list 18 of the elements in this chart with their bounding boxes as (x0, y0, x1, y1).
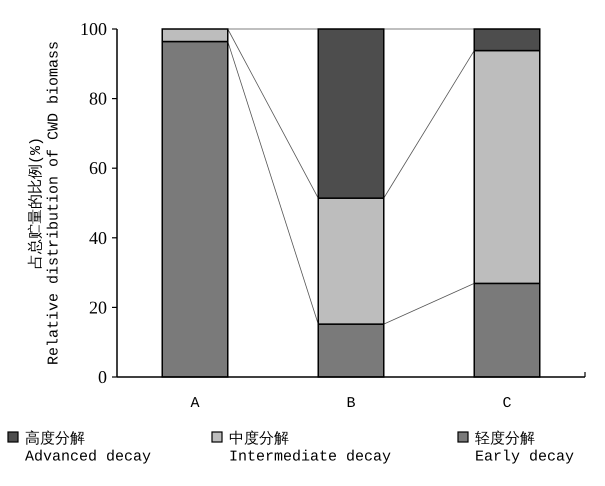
y-tick-label: 40 (89, 228, 107, 248)
bar (317, 197, 385, 325)
y-tick-label: 0 (98, 367, 107, 387)
y-tick-label: 100 (80, 19, 107, 39)
bar (473, 28, 541, 52)
y-tick-label: 20 (89, 297, 107, 318)
y-axis-title: 占总贮量的比例(%) Relative distribution of CWD biomass (27, 40, 62, 366)
y-tick-label: 80 (89, 88, 107, 109)
x-tick-label: C (502, 395, 512, 412)
x-tick-label: A (190, 395, 200, 412)
x-tick-label: B (346, 395, 356, 412)
bar (161, 28, 229, 42)
bar (473, 50, 541, 284)
bar (317, 28, 385, 199)
legend-label: 中度分解 Intermediate decay (229, 430, 392, 466)
legend-label: 轻度分解 Early decay (475, 430, 574, 466)
y-tick-label: 60 (89, 158, 107, 178)
legend-label: 高度分解 Advanced decay (25, 430, 152, 466)
